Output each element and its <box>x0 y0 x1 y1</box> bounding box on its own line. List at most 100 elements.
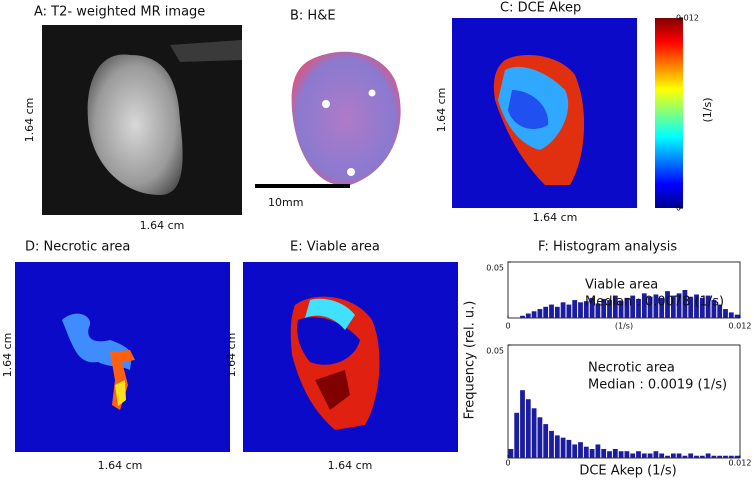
histogram-bar <box>601 448 607 458</box>
histogram-bar <box>699 297 705 318</box>
histogram-bar <box>624 451 630 458</box>
histogram-bar <box>618 301 624 318</box>
histogram-bar <box>682 290 688 318</box>
panel-title: B: H&E <box>290 9 336 24</box>
y-axis-label: 1.64 cm <box>225 333 238 378</box>
histogram-bar <box>520 315 525 318</box>
histogram-bar <box>647 453 653 458</box>
histogram-bar <box>630 295 636 318</box>
vessel <box>347 168 355 176</box>
y-tick-label: 0.05 <box>486 347 504 356</box>
histogram-bar <box>653 451 659 458</box>
y-axis-label: 1.64 cm <box>23 98 36 143</box>
histogram-bar <box>520 390 525 458</box>
colorbar-tick-label: 0.012 <box>676 14 699 23</box>
histogram-bar <box>589 448 595 458</box>
x-axis-label: 1.64 cm <box>328 459 373 472</box>
panel-title: D: Necrotic area <box>25 240 130 255</box>
histogram-bar <box>531 311 537 318</box>
histogram-bar <box>694 294 699 318</box>
histogram-bar <box>578 302 583 318</box>
histogram-bar <box>670 295 676 318</box>
histogram-bar <box>641 453 647 458</box>
histogram-bar <box>705 295 711 318</box>
plot-frame <box>507 261 741 319</box>
mr-background <box>170 40 242 62</box>
histogram-bar <box>676 453 682 458</box>
histogram-bar <box>560 437 566 458</box>
histogram-bar <box>705 453 711 458</box>
y-tick-label: 0.05 <box>486 264 504 273</box>
colorbar <box>655 18 683 208</box>
histogram-bar <box>618 451 624 458</box>
annotation: Necrotic area <box>588 361 675 376</box>
histogram-bar <box>554 306 560 318</box>
histogram-bar <box>543 424 549 458</box>
histogram-bar <box>537 417 543 458</box>
histogram-bar <box>717 304 723 318</box>
histogram-bar <box>728 455 734 458</box>
x-axis-label: DCE Akep (1/s) <box>579 464 676 479</box>
histogram-bar <box>670 453 676 458</box>
histogram-bar <box>694 455 699 458</box>
histogram-bar <box>543 306 549 318</box>
histogram-bar <box>636 298 641 318</box>
histogram-bar <box>659 453 665 458</box>
histogram-bar <box>560 302 566 318</box>
histogram-bar <box>612 295 618 318</box>
x-axis-label: 1.64 cm <box>140 219 185 232</box>
histogram-bar <box>659 297 665 318</box>
histogram-bar <box>583 301 589 318</box>
necrotic-region <box>115 380 126 406</box>
vessel <box>368 89 376 97</box>
vessel <box>322 100 330 108</box>
histogram-bar <box>676 293 682 318</box>
histogram-bar <box>514 412 520 458</box>
x-axis-label: (1/s) <box>615 322 633 331</box>
panel-title: E: Viable area <box>290 240 380 255</box>
histogram-bar <box>734 455 740 458</box>
panel-title: C: DCE Akep <box>500 1 581 16</box>
histogram-bar <box>595 303 601 318</box>
histogram-bar <box>624 297 630 318</box>
histogram-bar <box>549 304 554 318</box>
histogram-bar <box>711 300 717 318</box>
histogram-bar <box>682 455 688 458</box>
histogram-bar <box>607 451 612 458</box>
plot-frame <box>507 344 741 459</box>
x-axis-label: 1.64 cm <box>533 211 578 224</box>
histogram-bar <box>711 455 717 458</box>
viable-core <box>315 370 350 410</box>
y-axis-label: Frequency (rel. u.) <box>463 301 478 420</box>
histogram-bar <box>566 304 572 318</box>
histogram-bar <box>699 455 705 458</box>
histogram-bar <box>647 296 653 318</box>
histogram-bar <box>601 298 607 318</box>
y-axis-label: 1.64 cm <box>435 88 448 133</box>
histogram-bar <box>641 293 647 318</box>
panel-title: F: Histogram analysis <box>538 240 677 255</box>
histogram-bar <box>572 300 578 318</box>
histogram-bar <box>688 296 694 318</box>
x-tick-label: 0.012 <box>729 459 752 468</box>
histogram-bar <box>734 314 740 318</box>
histogram-bar <box>653 294 659 318</box>
histogram-bar <box>665 455 670 458</box>
histogram-bar <box>554 435 560 458</box>
histogram-bar <box>525 399 531 458</box>
histogram-bar <box>508 448 514 458</box>
annotation: Median : 0.0078 (1/s) <box>585 295 724 310</box>
histogram-bar <box>636 451 641 458</box>
annotation: Viable area <box>585 278 658 293</box>
histogram-bar <box>537 309 543 318</box>
histogram-bar <box>595 444 601 458</box>
histogram-bar <box>583 446 589 458</box>
panel-title: A: T2- weighted MR image <box>34 5 205 20</box>
x-tick-label: 0.012 <box>729 322 752 331</box>
colorbar-tick-label: 0 <box>676 204 681 213</box>
histogram-bar <box>549 430 554 458</box>
histogram-bar <box>688 453 694 458</box>
annotation: Median : 0.0019 (1/s) <box>588 378 727 393</box>
